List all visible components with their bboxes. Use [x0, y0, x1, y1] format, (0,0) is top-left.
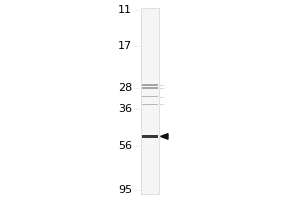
Text: 56: 56 [118, 141, 132, 151]
Text: 17: 17 [118, 41, 132, 51]
Bar [141, 8, 159, 194]
Text: 36: 36 [118, 104, 132, 114]
Bar [142, 96, 158, 97]
Bar [142, 87, 158, 89]
Bar [142, 135, 158, 138]
Text: 28: 28 [118, 83, 132, 93]
Bar [142, 84, 158, 86]
Bar [142, 104, 158, 105]
Text: 95: 95 [118, 185, 132, 195]
Text: 11: 11 [118, 5, 132, 15]
Polygon shape [160, 134, 168, 139]
